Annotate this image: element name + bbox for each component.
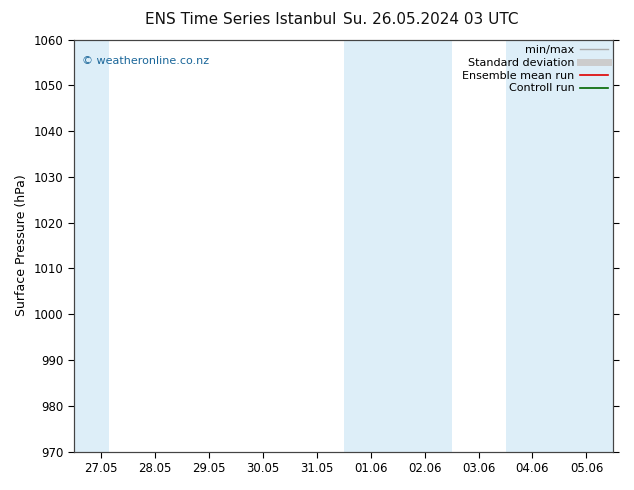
Text: Su. 26.05.2024 03 UTC: Su. 26.05.2024 03 UTC <box>344 12 519 27</box>
Bar <box>505 40 559 452</box>
Bar <box>344 40 398 452</box>
Text: ENS Time Series Istanbul: ENS Time Series Istanbul <box>145 12 337 27</box>
Bar <box>398 40 451 452</box>
Bar <box>559 40 614 452</box>
Legend: min/max, Standard deviation, Ensemble mean run, Controll run: min/max, Standard deviation, Ensemble me… <box>462 45 608 94</box>
Bar <box>74 40 109 452</box>
Text: © weatheronline.co.nz: © weatheronline.co.nz <box>82 56 209 66</box>
Y-axis label: Surface Pressure (hPa): Surface Pressure (hPa) <box>15 175 28 317</box>
